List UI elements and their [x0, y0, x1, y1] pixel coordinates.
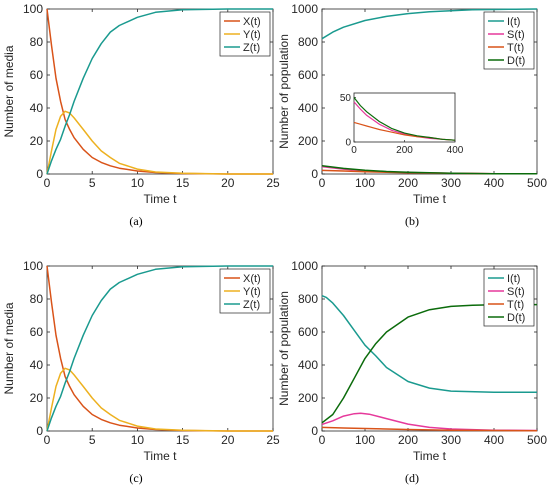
panel-a-legend-label: X(t)	[243, 16, 261, 28]
panel-c-ytick-label: 20	[30, 391, 44, 405]
panel-a-xtick-label: 20	[221, 176, 235, 190]
panel-c-ylabel: Number of media	[2, 302, 16, 394]
panel-a-xlabel: Time t	[144, 192, 178, 206]
panel-a-xtick-label: 0	[44, 176, 51, 190]
panel-c-xlabel: Time t	[144, 449, 178, 463]
panel-d-legend-label: S(t)	[507, 286, 525, 298]
panel-a-xtick-label: 25	[266, 176, 280, 190]
panel-a-legend: X(t)Y(t)Z(t)	[219, 11, 271, 57]
panel-d-ytick-label: 0	[311, 424, 318, 438]
panel-b-series-dt	[321, 165, 537, 175]
panel-d-legend-label: T(t)	[507, 299, 524, 311]
panel-d-xtick-label: 400	[484, 433, 504, 447]
panel-c-legend-label: Y(t)	[243, 286, 261, 298]
panel-b-legend-label: T(t)	[507, 42, 524, 54]
panel-b-ytick-label: 600	[298, 68, 318, 82]
panel-a-ytick-label: 60	[30, 68, 44, 82]
panel-d-xtick-label: 100	[355, 433, 375, 447]
panel-b-legend-label: D(t)	[507, 55, 525, 67]
panel-d-ylabel: Number of population	[277, 291, 291, 406]
panel-b-inset-xtick-label: 400	[447, 145, 464, 156]
panel-d-legend-label: D(t)	[507, 312, 525, 324]
panel-d-series-st	[321, 412, 538, 432]
panel-c-series-zt	[46, 265, 273, 432]
panel-b-xtick-label: 400	[484, 176, 504, 190]
panel-a-series-zt	[46, 8, 273, 175]
panel-a-ytick-label: 100	[23, 2, 43, 16]
panel-d-xtick-label: 300	[441, 433, 461, 447]
panel-b-xtick-label: 100	[355, 176, 375, 190]
panel-a-xtick-label: 15	[176, 176, 190, 190]
panel-c: 0 5 10 15 20 25 0 20 40 60 80 100 Time t Number of me…	[2, 259, 280, 485]
panel-b-legend-label: S(t)	[507, 29, 525, 41]
panel-b-ytick-label: 0	[311, 167, 318, 181]
panel-c-ytick-label: 0	[36, 424, 43, 438]
panel-d-legend: I(t)S(t)T(t)D(t)	[483, 268, 535, 327]
panel-b-xtick-label: 500	[527, 176, 547, 190]
panel-c-series-yt	[46, 367, 273, 432]
panel-b-caption: (b)	[405, 214, 419, 228]
panel-a-ytick-label: 20	[30, 134, 44, 148]
panel-d-xtick-label: 200	[398, 433, 418, 447]
panel-c-caption: (c)	[129, 471, 142, 485]
panel-c-xtick-label: 20	[221, 433, 235, 447]
panel-c-ytick-label: 60	[30, 325, 44, 339]
panel-b-inset-xtick-label: 200	[396, 145, 413, 156]
panel-b-inset-series-dt	[353, 97, 456, 141]
panel-d-series-it	[321, 295, 537, 393]
panel-a-ylabel: Number of media	[2, 45, 16, 137]
panel-d-xtick-label: 0	[319, 433, 326, 447]
panel-d-ytick-label: 600	[298, 325, 318, 339]
panel-c-ytick-label: 40	[30, 358, 44, 372]
panel-d-ytick-label: 200	[298, 391, 318, 405]
panel-c-ytick-label: 100	[23, 259, 43, 273]
panel-a-legend-label: Y(t)	[243, 29, 261, 41]
panel-c-legend-label: X(t)	[243, 273, 261, 285]
panel-d-ytick-label: 800	[298, 292, 318, 306]
panel-a-caption: (a)	[129, 214, 142, 228]
panel-a-ytick-label: 0	[36, 167, 43, 181]
panel-b-inset-xtick-label: 0	[351, 145, 357, 156]
panel-b-xtick-label: 200	[398, 176, 418, 190]
panel-c-ytick-label: 80	[30, 292, 44, 306]
panel-b-inset: 0 200 400 0 50	[340, 92, 464, 156]
panel-b-xlabel: Time t	[413, 192, 447, 206]
panel-b-xtick-label: 0	[319, 176, 326, 190]
panel-d-xtick-label: 500	[527, 433, 547, 447]
panel-b-xtick-label: 300	[441, 176, 461, 190]
panel-b-ylabel: Number of population	[277, 34, 291, 149]
panel-d-legend-label: I(t)	[507, 273, 520, 285]
panel-b-ytick-label: 400	[298, 101, 318, 115]
panel-a: 0 5 10 15 20 25 0 20 40 60 80 100 Time t Number of me…	[2, 2, 280, 228]
panel-b-ytick-label: 200	[298, 134, 318, 148]
panel-d-series-tt	[321, 426, 538, 432]
panel-a-series-yt	[46, 110, 273, 175]
panel-d-ytick-label: 1000	[291, 259, 318, 273]
panel-a-ytick-label: 80	[30, 35, 44, 49]
panel-c-legend: X(t)Y(t)Z(t)	[219, 268, 271, 314]
panel-d-ytick-label: 400	[298, 358, 318, 372]
panel-a-xtick-label: 5	[89, 176, 96, 190]
panel-c-legend-label: Z(t)	[243, 299, 260, 311]
panel-b-series-it	[321, 8, 538, 40]
panel-a-xtick-label: 10	[131, 176, 145, 190]
panel-a-ytick-label: 40	[30, 101, 44, 115]
panel-d-caption: (d)	[405, 471, 419, 485]
panel-c-xtick-label: 15	[176, 433, 190, 447]
panel-d: 0 100 200 300 400 500 0 200 400 600 800 1000 Time t N…	[277, 259, 547, 485]
panel-b-inset-ytick-label: 0	[345, 138, 351, 149]
panel-d-xlabel: Time t	[413, 449, 447, 463]
panel-c-xtick-label: 25	[266, 433, 280, 447]
panel-b-ytick-label: 1000	[291, 2, 318, 16]
panel-c-xtick-label: 0	[44, 433, 51, 447]
panel-b-inset-ytick-label: 50	[340, 93, 352, 104]
panel-b-legend: I(t)S(t)T(t)D(t)	[483, 11, 535, 70]
panel-c-xtick-label: 10	[131, 433, 145, 447]
panel-b-ytick-label: 800	[298, 35, 318, 49]
panel-a-legend-label: Z(t)	[243, 42, 260, 54]
panel-b-legend-label: I(t)	[507, 16, 520, 28]
panel-c-xtick-label: 5	[89, 433, 96, 447]
